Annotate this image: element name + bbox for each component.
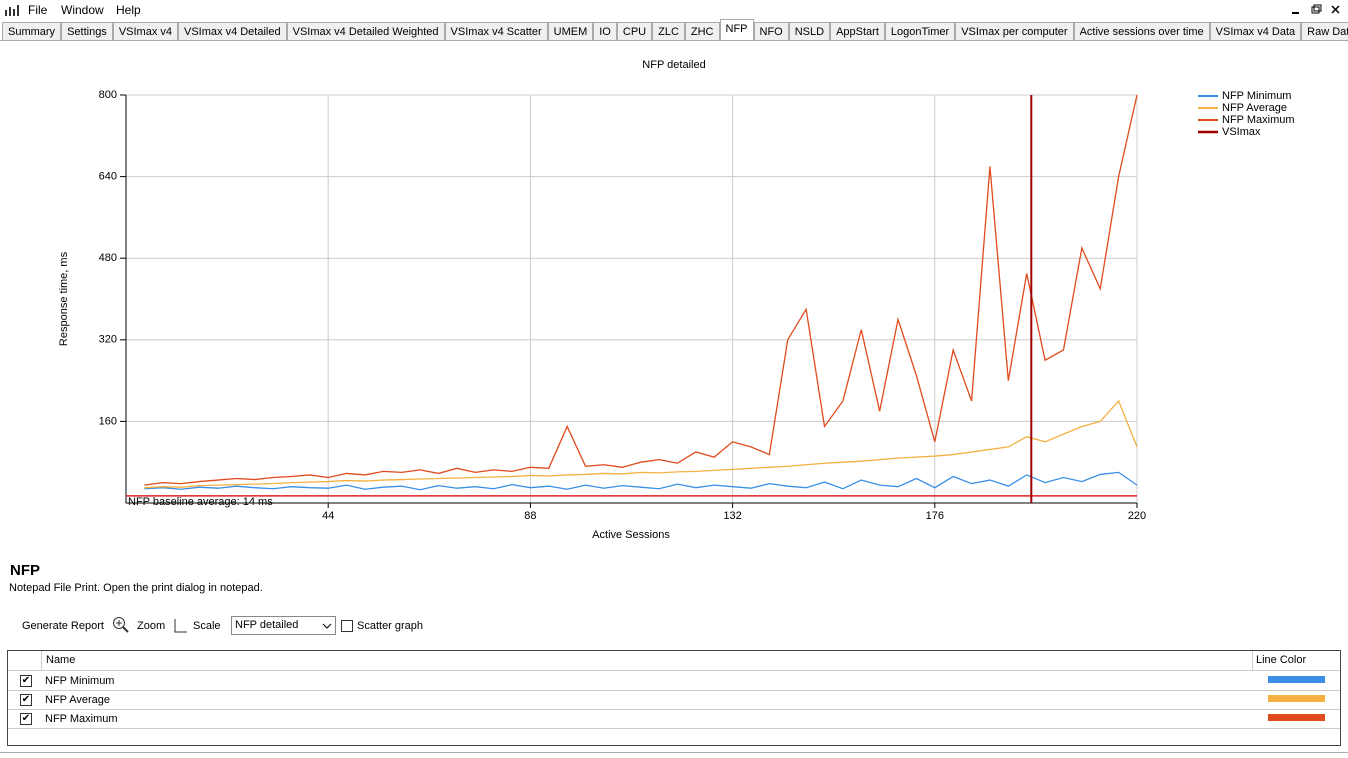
tab-strip: Summary Settings VSImax v4 VSImax v4 Detail…: [2, 19, 1348, 41]
header-name: Name: [46, 654, 76, 666]
y-tick-label: 800: [99, 89, 117, 101]
tab[interactable]: VSImax v4 Detailed: [178, 22, 287, 41]
status-bar: [0, 752, 1348, 753]
x-tick-label: 44: [322, 510, 334, 522]
header-line-color: Line Color: [1256, 654, 1307, 666]
chart: NFP detailed Active Sessions Response ti…: [58, 59, 1295, 541]
tab[interactable]: UMEM: [547, 22, 594, 41]
table-row: ✔ NFP Average: [8, 690, 1340, 710]
tab[interactable]: IO: [593, 22, 617, 41]
menu-bar: File Window Help: [0, 0, 1348, 20]
tab[interactable]: VSImax v4 Data: [1209, 22, 1302, 41]
row-name: NFP Average: [45, 694, 111, 706]
tab[interactable]: Settings: [61, 22, 113, 41]
series-line: [144, 94, 1138, 486]
row-color: [1268, 676, 1325, 683]
x-tick-label: 132: [723, 510, 741, 522]
app-icon: [5, 5, 19, 16]
row-checkbox[interactable]: ✔: [20, 694, 32, 706]
tab[interactable]: Raw Data: [1301, 22, 1348, 41]
row-name: NFP Maximum: [45, 713, 118, 725]
chart-select-value: NFP detailed: [235, 619, 299, 631]
legend-label: NFP Average: [1222, 102, 1287, 114]
table-row: ✔ NFP Minimum: [8, 671, 1340, 691]
dropdown-arrow: [322, 623, 332, 629]
row-checkbox[interactable]: ✔: [20, 713, 32, 725]
test-title: NFP: [10, 562, 40, 579]
legend-label: NFP Minimum: [1222, 90, 1291, 102]
menu-item[interactable]: File: [28, 3, 48, 17]
test-description: Notepad File Print. Open the print dialo…: [9, 582, 263, 594]
tab[interactable]: VSImax v4: [112, 22, 178, 41]
row-color: [1268, 714, 1325, 721]
legend-label: VSImax: [1222, 126, 1261, 138]
x-tick-label: 176: [926, 510, 944, 522]
scatter-label: Scatter graph: [357, 620, 424, 632]
tab[interactable]: LogonTimer: [884, 22, 956, 41]
y-tick-label: 160: [99, 415, 117, 427]
x-tick-label: 88: [524, 510, 536, 522]
legend-label: NFP Maximum: [1222, 114, 1295, 126]
tab[interactable]: VSImax per computer: [955, 22, 1074, 41]
zoom-icon[interactable]: [112, 616, 130, 634]
menu-item[interactable]: Help: [116, 3, 141, 17]
table-row: ✔ NFP Maximum: [8, 709, 1340, 729]
tab[interactable]: ZLC: [652, 22, 685, 41]
tab[interactable]: AppStart: [830, 22, 885, 41]
tab[interactable]: NSLD: [788, 22, 831, 41]
menu-item[interactable]: Window: [61, 3, 104, 17]
tab[interactable]: NFO: [753, 22, 789, 41]
window-controls[interactable]: [1286, 3, 1346, 17]
y-tick-label: 320: [99, 334, 117, 346]
tab[interactable]: Active sessions over time: [1073, 22, 1210, 41]
scatter-checkbox[interactable]: [341, 620, 353, 632]
tab[interactable]: VSImax v4 Scatter: [444, 22, 548, 41]
tab[interactable]: VSImax v4 Detailed Weighted: [286, 22, 445, 41]
y-axis-title: Response time, ms: [58, 251, 70, 346]
tab[interactable]: CPU: [616, 22, 653, 41]
chart-select[interactable]: NFP detailed: [231, 616, 336, 635]
scale-button[interactable]: Scale: [193, 620, 221, 632]
row-name: NFP Minimum: [45, 675, 115, 687]
row-checkbox[interactable]: ✔: [20, 675, 32, 687]
series-table: Name Line Color ✔ NFP Minimum ✔ NFP Average…: [7, 650, 1341, 746]
row-color: [1268, 695, 1325, 702]
tab[interactable]: NFP: [719, 19, 754, 41]
x-axis-title: Active Sessions: [592, 529, 670, 541]
y-tick-label: 480: [99, 252, 117, 264]
series-line: [144, 471, 1138, 491]
scale-icon[interactable]: [174, 618, 188, 634]
chart-title: NFP detailed: [642, 59, 705, 71]
x-tick-label: 220: [1128, 510, 1146, 522]
tab[interactable]: Summary: [2, 22, 62, 41]
zoom-button[interactable]: Zoom: [137, 620, 166, 632]
plot-area: [125, 94, 1138, 504]
baseline-label: NFP baseline average: 14 ms: [128, 496, 273, 508]
tab[interactable]: ZHC: [684, 22, 720, 41]
table-header: Name Line Color: [8, 651, 1340, 671]
y-tick-label: 640: [99, 171, 117, 183]
generate-report-button[interactable]: Generate Report: [22, 620, 104, 632]
tab-divider: [0, 40, 1348, 41]
series-line: [144, 399, 1138, 489]
